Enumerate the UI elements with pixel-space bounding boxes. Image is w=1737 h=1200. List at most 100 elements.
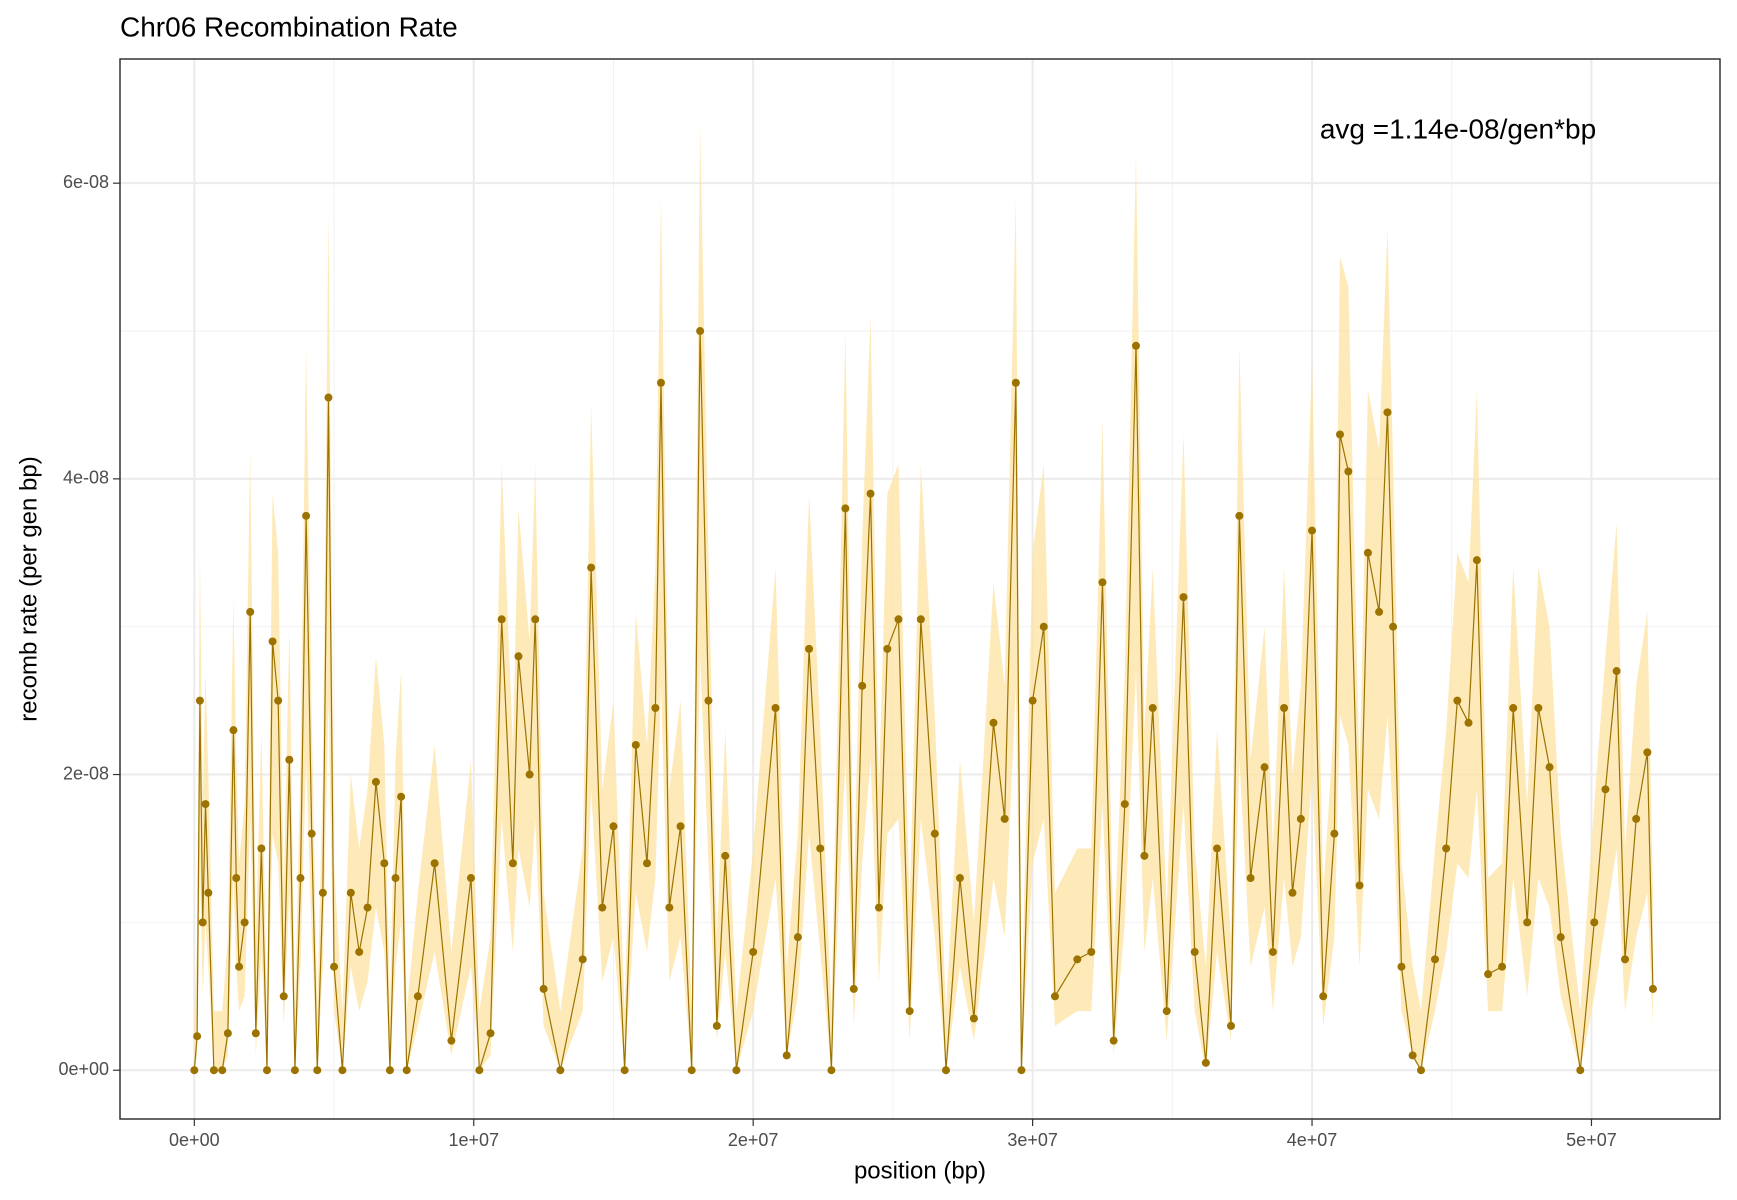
rate-point [1430, 955, 1439, 964]
rate-point [1612, 667, 1621, 676]
rate-point [195, 696, 204, 705]
rate-point [1268, 947, 1277, 956]
rate-point [598, 903, 607, 912]
rate-point [514, 652, 523, 661]
y-tick-label: 6e-08 [63, 172, 109, 192]
rate-point [346, 888, 355, 897]
rate-point [1235, 511, 1244, 520]
rate-point [1363, 548, 1372, 557]
rate-point [218, 1066, 227, 1075]
rate-point [916, 615, 925, 624]
rate-point [290, 1066, 299, 1075]
rate-point [1408, 1051, 1417, 1060]
rate-point [1590, 918, 1599, 927]
rate-point [665, 903, 674, 912]
rate-point [955, 874, 964, 883]
rate-point [466, 874, 475, 883]
rate-point [497, 615, 506, 624]
rate-point [198, 918, 207, 927]
rate-point [262, 1066, 271, 1075]
rate-point [1442, 844, 1451, 853]
rate-point [1039, 622, 1048, 631]
rate-point [1179, 593, 1188, 602]
rate-point [1545, 763, 1554, 772]
x-tick-label: 5e+07 [1566, 1130, 1617, 1150]
rate-point [1087, 947, 1096, 956]
rate-point [1383, 408, 1392, 417]
rate-point [620, 1066, 629, 1075]
rate-point [268, 637, 277, 646]
rate-point [1011, 378, 1020, 387]
rate-point [556, 1066, 565, 1075]
rate-point [204, 888, 213, 897]
annotation: avg =1.14e-08/gen*bp [1320, 113, 1596, 144]
rate-point [642, 859, 651, 868]
rate-point [274, 696, 283, 705]
rate-point [1472, 556, 1481, 565]
rate-point [1632, 814, 1641, 823]
rate-point [827, 1066, 836, 1075]
rate-point [721, 851, 730, 860]
rate-point [1601, 785, 1610, 794]
rate-point [324, 393, 333, 402]
rate-point [941, 1066, 950, 1075]
rate-point [307, 829, 316, 838]
rate-point [279, 992, 288, 1001]
x-axis-label: position (bp) [854, 1157, 986, 1184]
rate-point [1140, 851, 1149, 860]
rate-point [656, 378, 665, 387]
rate-point [1190, 947, 1199, 956]
rate-point [1576, 1066, 1585, 1075]
x-tick-label: 4e+07 [1287, 1130, 1338, 1150]
rate-point [371, 777, 380, 786]
rate-point [1397, 962, 1406, 971]
rate-point [380, 859, 389, 868]
rate-point [1464, 718, 1473, 727]
rate-point [1509, 704, 1518, 713]
rate-point [874, 903, 883, 912]
rate-point [841, 504, 850, 513]
rate-point [338, 1066, 347, 1075]
x-tick-label: 1e+07 [448, 1130, 499, 1150]
rate-point [1556, 933, 1565, 942]
rate-point [1131, 341, 1140, 350]
x-tick-label: 3e+07 [1007, 1130, 1058, 1150]
rate-point [1643, 748, 1652, 757]
rate-point [363, 903, 372, 912]
rate-point [430, 859, 439, 868]
rate-point [816, 844, 825, 853]
rate-point [771, 704, 780, 713]
rate-point [1453, 696, 1462, 705]
rate-point [1280, 704, 1289, 713]
rate-point [1330, 829, 1339, 838]
rate-point [1050, 992, 1059, 1001]
rate-point [1260, 763, 1269, 772]
rate-point [1120, 800, 1129, 809]
chart-title: Chr06 Recombination Rate [120, 11, 458, 42]
rate-point [1375, 607, 1384, 616]
rate-point [587, 563, 596, 572]
rate-point [631, 740, 640, 749]
rate-point [805, 644, 814, 653]
rate-point [849, 984, 858, 993]
rate-point [1000, 814, 1009, 823]
rate-point [676, 822, 685, 831]
rate-point [209, 1066, 218, 1075]
confidence-band [194, 124, 1653, 1071]
rate-point [1017, 1066, 1026, 1075]
rate-point [894, 615, 903, 624]
rate-point [696, 327, 705, 336]
rate-point [475, 1066, 484, 1075]
y-axis-label: recomb rate (per gen bp) [15, 456, 42, 721]
rate-point [1148, 704, 1157, 713]
rate-point [486, 1029, 495, 1038]
rate-point [251, 1029, 260, 1038]
rate-point [793, 933, 802, 942]
rate-point [385, 1066, 394, 1075]
rate-point [1648, 984, 1657, 993]
rate-point [1484, 970, 1493, 979]
rate-point [1523, 918, 1532, 927]
rate-point [1109, 1036, 1118, 1045]
rate-point [1213, 844, 1222, 853]
rate-point [201, 800, 210, 809]
